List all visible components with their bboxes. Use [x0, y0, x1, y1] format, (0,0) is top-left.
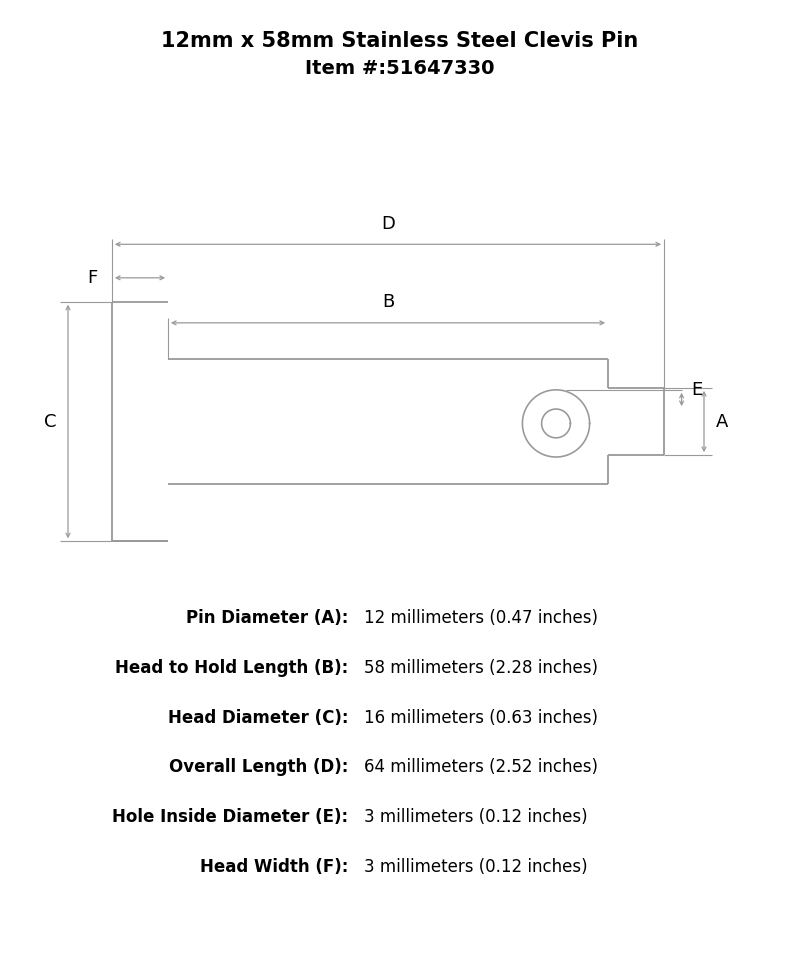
Text: B: B	[382, 293, 394, 311]
Text: C: C	[43, 413, 56, 430]
Text: A: A	[716, 413, 728, 430]
Text: Head to Hold Length (B):: Head to Hold Length (B):	[114, 659, 348, 676]
Text: 12mm x 58mm Stainless Steel Clevis Pin: 12mm x 58mm Stainless Steel Clevis Pin	[162, 31, 638, 51]
Text: 12 millimeters (0.47 inches): 12 millimeters (0.47 inches)	[364, 609, 598, 627]
Text: Overall Length (D):: Overall Length (D):	[169, 759, 348, 776]
Text: 64 millimeters (2.52 inches): 64 millimeters (2.52 inches)	[364, 759, 598, 776]
Text: 3 millimeters (0.12 inches): 3 millimeters (0.12 inches)	[364, 809, 588, 826]
Text: Pin Diameter (A):: Pin Diameter (A):	[186, 609, 348, 627]
Text: 3 millimeters (0.12 inches): 3 millimeters (0.12 inches)	[364, 858, 588, 876]
Text: Item #:51647330: Item #:51647330	[306, 59, 494, 79]
Text: Head Width (F):: Head Width (F):	[200, 858, 348, 876]
Text: 58 millimeters (2.28 inches): 58 millimeters (2.28 inches)	[364, 659, 598, 676]
Text: 16 millimeters (0.63 inches): 16 millimeters (0.63 inches)	[364, 709, 598, 726]
Text: Head Diameter (C):: Head Diameter (C):	[167, 709, 348, 726]
Text: Hole Inside Diameter (E):: Hole Inside Diameter (E):	[112, 809, 348, 826]
Text: E: E	[691, 381, 702, 399]
Text: F: F	[87, 269, 98, 286]
Text: D: D	[381, 215, 395, 233]
